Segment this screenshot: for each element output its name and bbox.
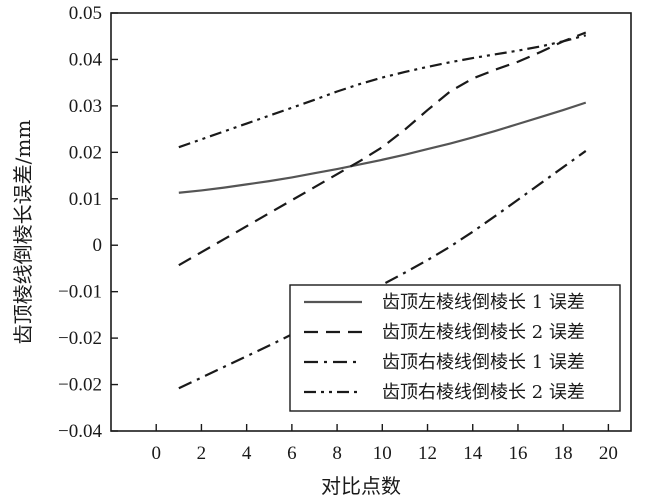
x-tick-label: 4 xyxy=(242,443,252,464)
x-tick-label: 10 xyxy=(373,443,392,464)
x-tick-label: 6 xyxy=(287,443,297,464)
legend-label-3: 齿顶右棱线倒棱长 1 误差 xyxy=(382,352,585,373)
x-tick-label: 16 xyxy=(508,443,527,464)
x-tick-label: 12 xyxy=(418,443,437,464)
series-line-4 xyxy=(178,34,587,149)
y-tick-label: 0.02 xyxy=(69,142,102,163)
x-tick-label: 2 xyxy=(197,443,207,464)
ticks-layer xyxy=(111,12,610,432)
x-tick-label: 14 xyxy=(463,443,483,464)
y-tick-label: −0.01 xyxy=(58,282,102,303)
legend-label-2: 齿顶左棱线倒棱长 2 误差 xyxy=(382,322,585,343)
tick-labels-layer: 0 2 4 6 8 10 12 14 16 18 20 0.05 0.04 0.03 0.02 0.01 0 −0… xyxy=(58,3,618,464)
y-tick-label: −0.04 xyxy=(58,421,102,442)
x-axis-title: 对比点数 xyxy=(321,474,401,498)
x-tick-label: 20 xyxy=(599,443,618,464)
legend-box xyxy=(289,284,621,412)
x-tick-label: 18 xyxy=(554,443,573,464)
y-tick-label: 0.03 xyxy=(69,96,102,117)
x-tick-label: 0 xyxy=(151,443,161,464)
series-layer xyxy=(178,31,587,390)
plot-frame xyxy=(110,12,632,432)
y-tick-label: 0.01 xyxy=(69,189,102,210)
x-tick-label: 8 xyxy=(332,443,342,464)
y-tick-label: −0.02 xyxy=(58,375,102,396)
y-tick-label: −0.02 xyxy=(58,328,102,349)
legend-label-1: 齿顶左棱线倒棱长 1 误差 xyxy=(382,292,585,313)
y-axis-title: 齿顶棱线倒棱长误差/mm xyxy=(11,120,35,345)
y-tick-label: 0 xyxy=(93,235,103,256)
y-tick-label: 0.05 xyxy=(69,3,102,24)
series-line-3 xyxy=(178,150,587,390)
series-line-1 xyxy=(178,101,587,194)
y-tick-label: 0.04 xyxy=(69,49,103,70)
series-line-2 xyxy=(178,31,587,267)
legend-label-4: 齿顶右棱线倒棱长 2 误差 xyxy=(382,382,585,403)
